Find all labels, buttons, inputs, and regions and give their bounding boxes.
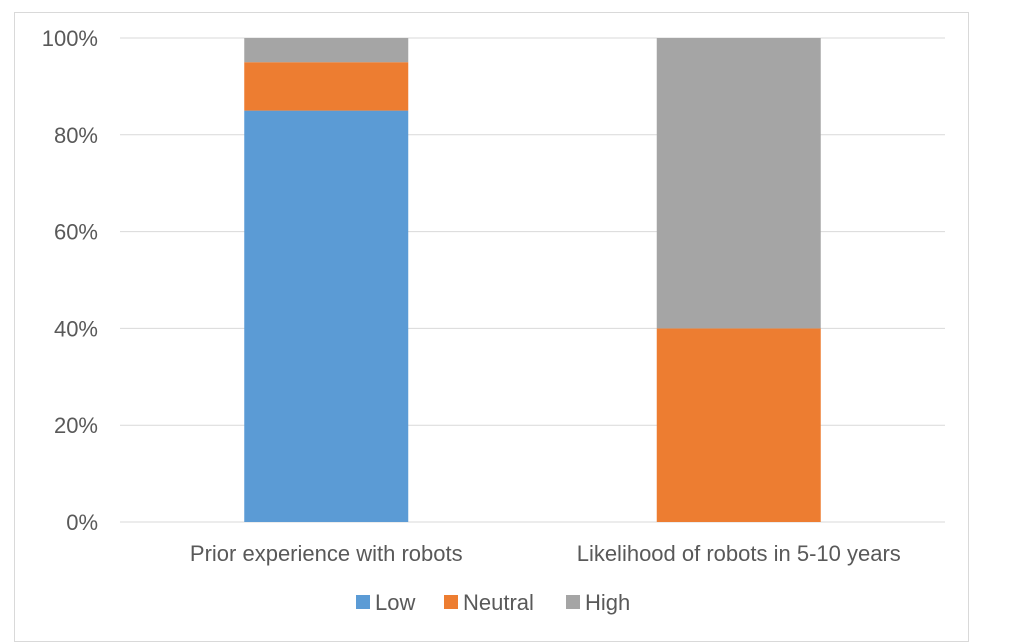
y-tick-label: 60% xyxy=(54,220,98,245)
legend-swatch-neutral xyxy=(444,595,458,609)
legend-label-low: Low xyxy=(375,590,415,615)
legend-label-high: High xyxy=(585,590,630,615)
y-tick-label: 20% xyxy=(54,413,98,438)
bar-segment-high xyxy=(656,38,821,329)
category-label: Likelihood of robots in 5-10 years xyxy=(577,541,901,566)
legend-swatch-high xyxy=(566,595,580,609)
bar-segment-low xyxy=(244,110,409,522)
y-tick-label: 100% xyxy=(42,26,98,51)
y-tick-label: 80% xyxy=(54,123,98,148)
y-tick-label: 0% xyxy=(66,510,98,535)
bar-segment-high xyxy=(244,38,409,63)
bar-segment-neutral xyxy=(656,328,821,522)
legend-swatch-low xyxy=(356,595,370,609)
y-tick-label: 40% xyxy=(54,316,98,341)
category-label: Prior experience with robots xyxy=(190,541,463,566)
bar-segment-neutral xyxy=(244,62,409,111)
legend-label-neutral: Neutral xyxy=(463,590,534,615)
